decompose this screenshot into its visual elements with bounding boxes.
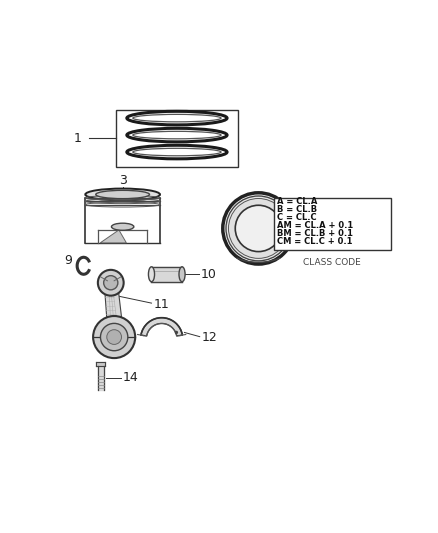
Ellipse shape <box>127 111 227 125</box>
Ellipse shape <box>111 223 134 230</box>
Ellipse shape <box>100 324 128 351</box>
Ellipse shape <box>93 316 135 358</box>
Ellipse shape <box>133 148 221 156</box>
Ellipse shape <box>175 331 178 334</box>
Ellipse shape <box>127 128 227 142</box>
Text: C = CL.C: C = CL.C <box>277 213 317 222</box>
Ellipse shape <box>179 267 185 282</box>
Ellipse shape <box>235 205 282 252</box>
Text: AM = CL.A + 0.1: AM = CL.A + 0.1 <box>277 221 353 230</box>
Bar <box>290 217 296 222</box>
Text: 9: 9 <box>64 254 72 267</box>
Text: 14: 14 <box>123 372 138 384</box>
Bar <box>290 230 296 234</box>
Ellipse shape <box>223 193 294 264</box>
Text: 3: 3 <box>119 174 127 187</box>
Text: 1: 1 <box>74 132 82 145</box>
Polygon shape <box>141 318 182 336</box>
Text: B = CL.B: B = CL.B <box>277 205 317 214</box>
Text: BM = CL.B + 0.1: BM = CL.B + 0.1 <box>277 229 353 238</box>
Ellipse shape <box>133 115 221 122</box>
Bar <box>290 224 296 228</box>
Ellipse shape <box>96 190 149 199</box>
Ellipse shape <box>127 146 227 159</box>
Text: CM = CL.C + 0.1: CM = CL.C + 0.1 <box>277 237 353 246</box>
Text: 11: 11 <box>153 298 169 311</box>
Text: 12: 12 <box>201 331 217 344</box>
Polygon shape <box>100 230 127 243</box>
Ellipse shape <box>104 276 118 290</box>
Bar <box>116 110 238 167</box>
Text: A = CL.A: A = CL.A <box>277 197 318 206</box>
Ellipse shape <box>148 267 155 282</box>
Ellipse shape <box>85 189 160 200</box>
Text: CLASS CODE: CLASS CODE <box>304 258 361 267</box>
Ellipse shape <box>107 330 121 344</box>
Polygon shape <box>105 289 123 327</box>
Ellipse shape <box>98 270 124 296</box>
Ellipse shape <box>133 131 221 139</box>
Bar <box>274 198 391 251</box>
Ellipse shape <box>229 198 288 259</box>
Text: 10: 10 <box>201 268 216 281</box>
Ellipse shape <box>226 196 291 261</box>
